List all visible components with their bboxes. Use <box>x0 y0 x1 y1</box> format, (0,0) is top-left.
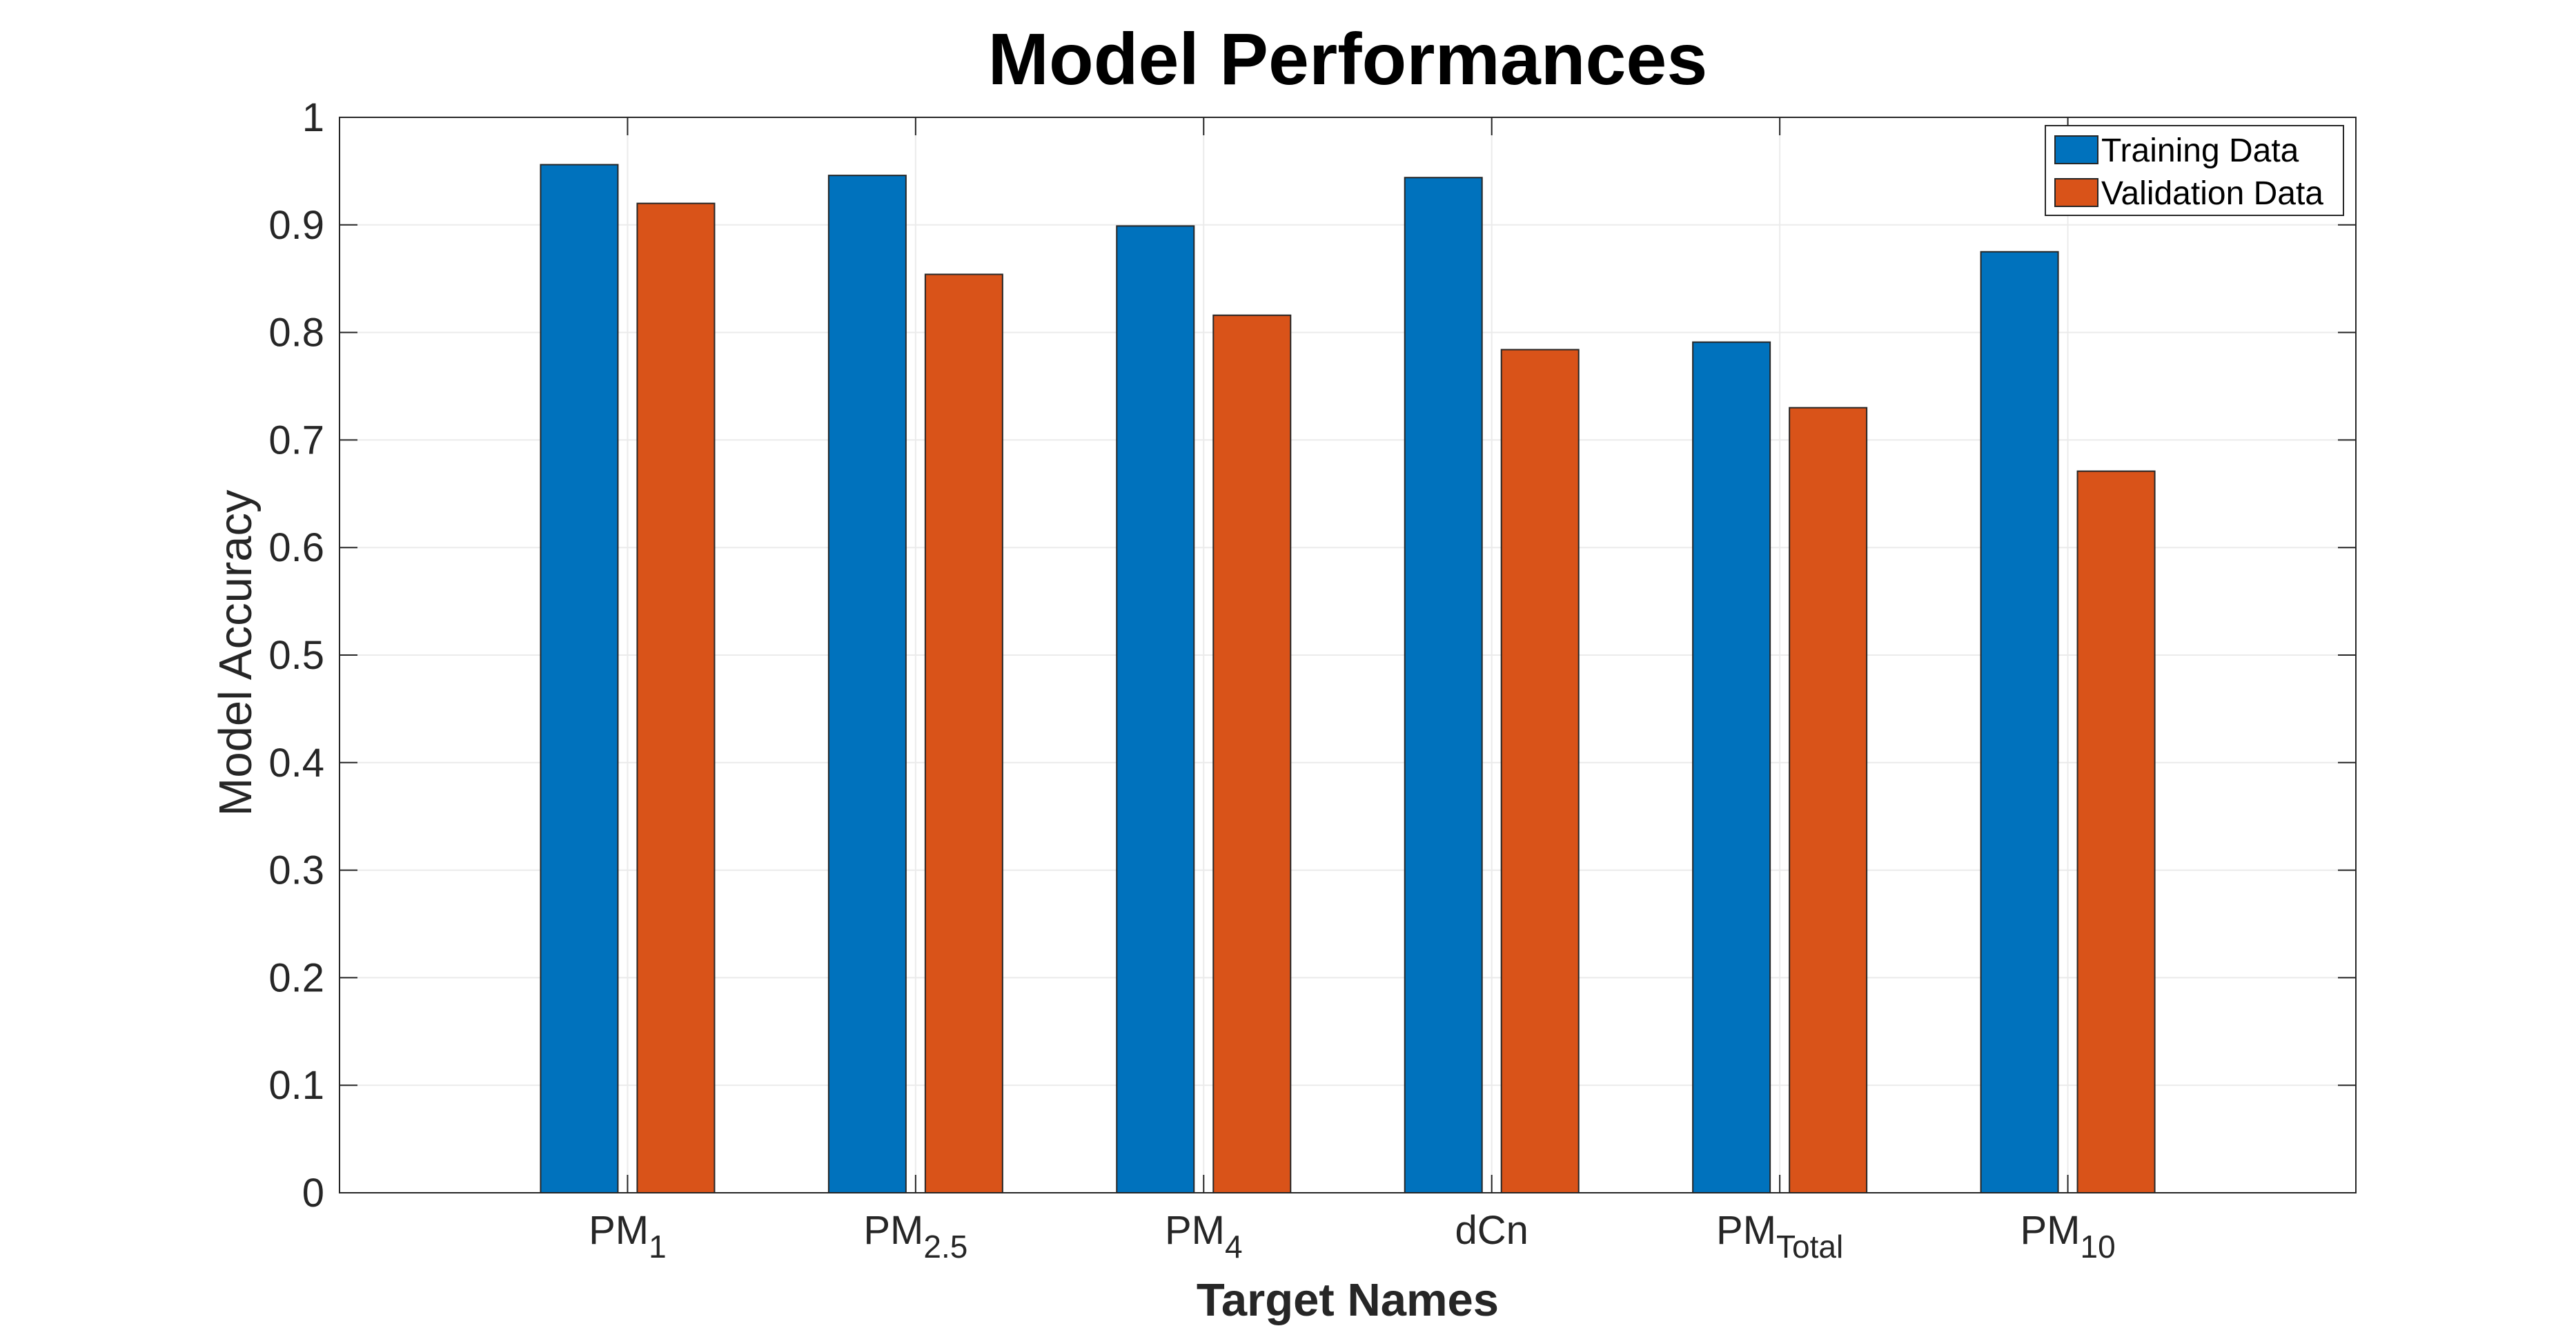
x-tick-labels: PM1 PM2.5 PM4 dCn PMTotal PM10 <box>589 1208 2116 1265</box>
legend-swatch-validation <box>2054 178 2098 207</box>
bar-validation <box>1789 407 1868 1193</box>
legend-label-validation: Validation Data <box>2101 175 2323 212</box>
bar-validation <box>1500 349 1580 1194</box>
x-tick-label: PM4 <box>1165 1208 1243 1265</box>
x-tick-label: dCn <box>1455 1208 1528 1253</box>
y-tick-label: 0.8 <box>268 311 324 355</box>
bar-validation <box>1212 314 1292 1193</box>
bar-validation <box>924 273 1003 1193</box>
y-tick-label: 1 <box>302 95 324 140</box>
bar-training <box>1116 225 1195 1193</box>
y-tick-label: 0.5 <box>268 633 324 678</box>
y-tick-labels: 0 0.1 0.2 0.3 0.4 0.5 0.6 0.7 0.8 0.9 1 <box>268 95 324 1216</box>
y-tick-label: 0.7 <box>268 418 324 462</box>
legend-swatch-training <box>2054 135 2098 164</box>
x-tick-label: PMTotal <box>1716 1208 1843 1265</box>
bar-training <box>827 175 907 1194</box>
y-tick-label: 0.6 <box>268 525 324 570</box>
bar-validation <box>2076 470 2156 1193</box>
y-tick-label: 0.9 <box>268 203 324 248</box>
legend: Training Data Validation Data <box>2045 125 2344 216</box>
y-axis-label: Model Accuracy <box>210 489 262 816</box>
y-tick-label: 0.2 <box>268 955 324 1000</box>
x-tick-label: PM2.5 <box>863 1208 967 1265</box>
bar-validation <box>636 202 716 1193</box>
bar-training <box>1692 341 1771 1194</box>
chart-title: Model Performances <box>988 19 1708 100</box>
x-tick-label: PM1 <box>589 1208 667 1265</box>
bar-training <box>1980 251 2059 1193</box>
y-tick-label: 0.4 <box>268 741 324 786</box>
legend-label-training: Training Data <box>2101 133 2299 169</box>
x-axis-label: Target Names <box>1197 1274 1499 1326</box>
bar-training <box>540 164 619 1193</box>
bars <box>540 164 2156 1194</box>
bar-training <box>1404 177 1483 1193</box>
plot-area <box>339 117 2357 1194</box>
y-tick-label: 0.1 <box>268 1063 324 1108</box>
y-tick-label: 0 <box>302 1171 324 1216</box>
tick-marks <box>340 117 2356 1193</box>
x-tick-label: PM10 <box>2020 1208 2115 1265</box>
y-tick-label: 0.3 <box>268 848 324 893</box>
